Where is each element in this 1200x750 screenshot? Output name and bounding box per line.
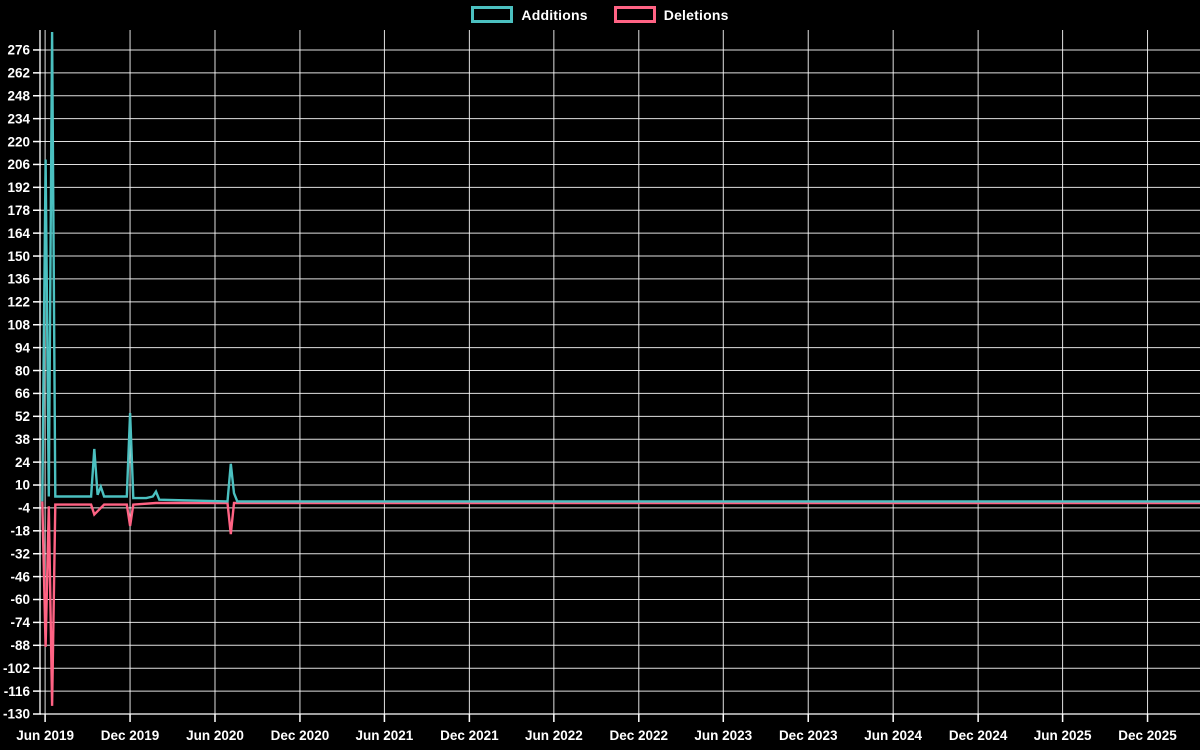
x-tick-label: Dec 2022 xyxy=(610,728,669,743)
y-tick-label: -88 xyxy=(10,638,30,653)
y-tick-label: 122 xyxy=(7,295,30,310)
x-tick-label: Jun 2024 xyxy=(864,728,922,743)
y-tick-label: -18 xyxy=(10,524,30,539)
y-tick-label: -74 xyxy=(10,615,30,630)
y-tick-label: 178 xyxy=(7,203,30,218)
y-tick-label: -32 xyxy=(10,546,30,561)
y-tick-label: 108 xyxy=(7,317,30,332)
legend-label-deletions: Deletions xyxy=(663,6,729,23)
x-tick-label: Jun 2023 xyxy=(694,728,752,743)
y-tick-label: -46 xyxy=(10,569,30,584)
x-tick-label: Dec 2021 xyxy=(440,728,499,743)
y-tick-label: -130 xyxy=(3,707,30,722)
legend-item-deletions[interactable]: Deletions xyxy=(613,6,729,23)
x-tick-label: Dec 2019 xyxy=(101,728,160,743)
x-tick-label: Jun 2021 xyxy=(356,728,414,743)
x-tick-label: Dec 2024 xyxy=(949,728,1008,743)
y-tick-label: 276 xyxy=(7,43,30,58)
y-tick-label: 52 xyxy=(15,409,30,424)
y-tick-label: 10 xyxy=(15,478,30,493)
y-tick-label: 248 xyxy=(7,88,30,103)
chart-legend: Additions Deletions xyxy=(0,6,1200,23)
y-tick-label: -4 xyxy=(18,501,30,516)
x-tick-label: Jun 2019 xyxy=(16,728,74,743)
x-tick-label: Dec 2020 xyxy=(271,728,330,743)
y-tick-label: 80 xyxy=(15,363,30,378)
y-tick-label: 164 xyxy=(7,226,30,241)
additions-line[interactable] xyxy=(41,31,1200,503)
y-tick-label: 150 xyxy=(7,249,30,264)
y-tick-label: 206 xyxy=(7,157,30,172)
y-tick-label: 192 xyxy=(7,180,30,195)
y-tick-label: 24 xyxy=(15,455,31,470)
x-tick-label: Dec 2023 xyxy=(779,728,838,743)
y-tick-label: 136 xyxy=(7,272,30,287)
x-tick-label: Jun 2025 xyxy=(1034,728,1092,743)
legend-swatch-additions xyxy=(471,6,514,23)
y-tick-label: 234 xyxy=(7,111,30,126)
y-tick-label: 38 xyxy=(15,432,31,447)
y-tick-label: 94 xyxy=(15,340,31,355)
x-tick-label: Jun 2020 xyxy=(186,728,244,743)
y-tick-label: 262 xyxy=(7,66,30,81)
x-tick-label: Jun 2022 xyxy=(525,728,583,743)
y-tick-label: -116 xyxy=(4,684,31,699)
y-tick-label: 220 xyxy=(7,134,30,149)
legend-swatch-deletions xyxy=(613,6,656,23)
y-tick-label: -60 xyxy=(10,592,30,607)
legend-item-additions[interactable]: Additions xyxy=(471,6,588,23)
x-tick-label: Dec 2025 xyxy=(1118,728,1177,743)
legend-label-additions: Additions xyxy=(521,6,588,23)
y-tick-label: 66 xyxy=(15,386,31,401)
y-tick-label: -102 xyxy=(3,661,30,676)
deletions-line[interactable] xyxy=(41,501,1200,706)
